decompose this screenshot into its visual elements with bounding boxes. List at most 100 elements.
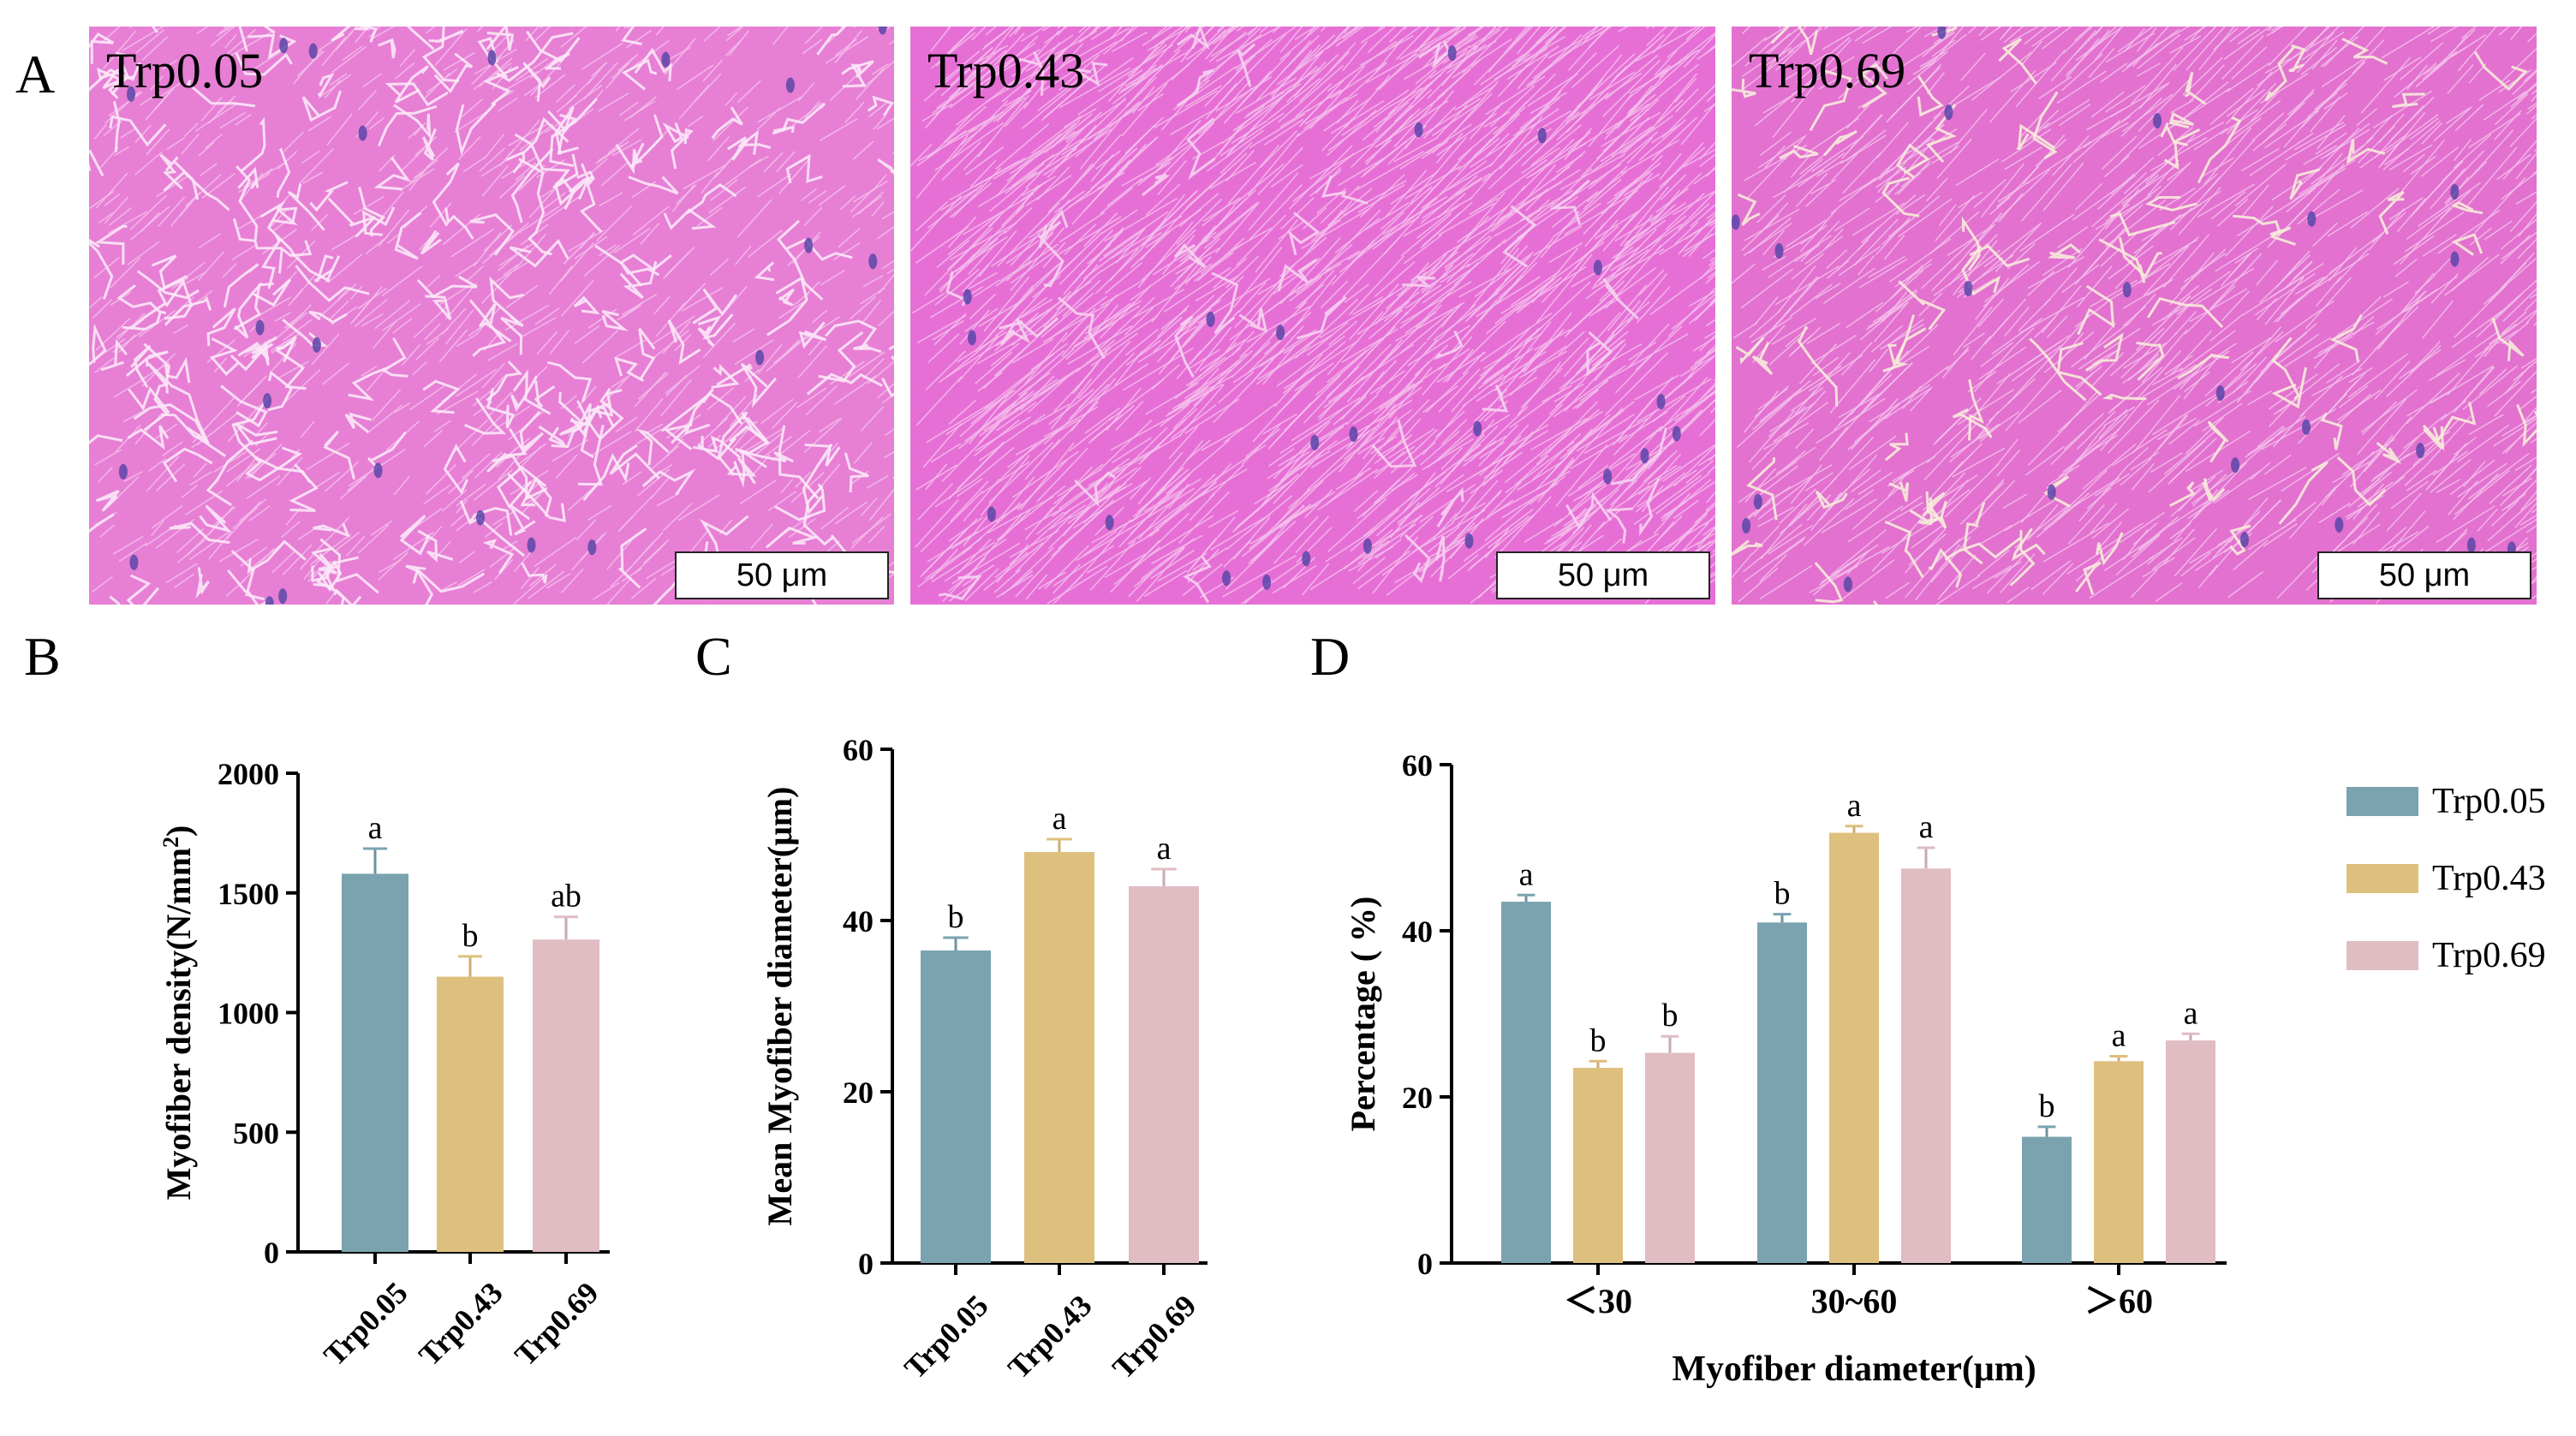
fiber-line — [1594, 343, 1627, 382]
fiber-line — [1673, 444, 1715, 487]
fiber-line — [1260, 130, 1298, 169]
fiber-line — [394, 62, 415, 80]
crack — [2084, 332, 2124, 372]
fiber-line — [455, 499, 468, 514]
fiber-line — [595, 140, 629, 164]
fiber-line — [1790, 386, 1824, 412]
fiber-line — [1566, 401, 1635, 452]
fiber-line — [1345, 393, 1379, 426]
fiber-line — [1679, 354, 1715, 378]
nucleus — [1656, 394, 1666, 410]
fiber-line — [335, 27, 358, 51]
fiber-line — [996, 402, 1037, 432]
crack — [385, 82, 449, 107]
fiber-line — [1025, 175, 1072, 206]
fiber-line — [850, 516, 884, 549]
fiber-line — [2454, 283, 2508, 338]
fiber-line — [708, 186, 747, 214]
fiber-line — [399, 49, 416, 67]
nucleus — [1222, 570, 1231, 587]
x-tick-label: 30~60 — [1811, 1282, 1898, 1320]
histology-image — [1732, 27, 2537, 605]
fiber-line — [1651, 116, 1698, 161]
crack — [1925, 491, 1942, 524]
fiber-line — [518, 164, 546, 191]
fiber-line — [1783, 158, 1823, 194]
fiber-line — [1870, 325, 1904, 353]
fiber-line — [1194, 252, 1234, 283]
fiber-line — [1748, 410, 1796, 463]
fiber-line — [1690, 349, 1715, 370]
fiber-line — [2060, 53, 2103, 92]
crack — [232, 217, 282, 250]
fiber-line — [2187, 489, 2230, 520]
fiber-line — [1473, 27, 1534, 86]
fiber-line — [1567, 480, 1604, 515]
fiber-line — [2132, 522, 2158, 545]
fiber-line — [941, 141, 981, 182]
nucleus — [2450, 251, 2460, 267]
fiber-line — [2494, 92, 2529, 126]
fiber-line — [146, 456, 180, 492]
fiber-line — [778, 301, 806, 319]
fiber-line — [1388, 87, 1423, 108]
fiber-line — [876, 226, 894, 240]
fiber-line — [1627, 323, 1670, 368]
crack — [1610, 427, 1668, 486]
fiber-line — [2074, 182, 2103, 211]
fiber-line — [2316, 115, 2346, 150]
fiber-line — [911, 292, 945, 314]
crack — [233, 282, 274, 331]
fiber-line — [2090, 434, 2119, 452]
fiber-line — [1297, 263, 1342, 289]
fiber-line — [1559, 153, 1625, 191]
fiber-line — [1926, 418, 1976, 463]
fiber-line — [2249, 132, 2314, 176]
crack — [601, 309, 629, 331]
fiber-line — [2096, 521, 2123, 551]
fiber-line — [1249, 113, 1306, 149]
fiber-line — [1297, 269, 1335, 309]
fiber-line — [1248, 133, 1300, 196]
fiber-line — [1464, 435, 1506, 462]
fiber-line — [2013, 327, 2035, 347]
nucleus — [2122, 282, 2132, 298]
fiber-line — [2168, 420, 2200, 445]
fiber-line — [392, 318, 413, 334]
fiber-line — [1854, 27, 1878, 42]
fiber-line — [1375, 45, 1431, 91]
fiber-line — [1028, 377, 1068, 414]
fiber-line — [725, 419, 748, 443]
fiber-line — [797, 82, 815, 102]
fiber-line — [1321, 209, 1381, 271]
fiber-line — [1933, 85, 1970, 120]
fiber-line — [1523, 128, 1552, 147]
legend-label: Trp0.43 — [2432, 859, 2546, 898]
fiber-line — [1479, 435, 1522, 477]
fiber-line — [1978, 27, 1989, 36]
fiber-line — [1967, 27, 1977, 34]
fiber-line — [159, 81, 182, 98]
fiber-line — [1524, 518, 1564, 543]
fiber-line — [863, 60, 894, 88]
crack — [806, 372, 883, 396]
fiber-line — [1816, 159, 1845, 177]
fiber-line — [2517, 395, 2537, 412]
fiber-line — [1473, 27, 1497, 51]
fiber-line — [702, 59, 724, 82]
fiber-line — [1576, 376, 1612, 409]
fiber-line — [1683, 33, 1715, 69]
fiber-line — [2209, 313, 2244, 343]
fiber-line — [1593, 235, 1635, 287]
nucleus — [755, 349, 765, 366]
crack — [277, 240, 313, 274]
fiber-line — [1196, 198, 1247, 247]
fiber-line — [479, 147, 506, 172]
fiber-line — [2138, 63, 2177, 110]
y-axis-label-suffix: ) — [159, 825, 198, 837]
crack — [509, 238, 569, 268]
fiber-line — [1851, 469, 1881, 493]
fiber-line — [114, 146, 130, 157]
fiber-line — [852, 140, 874, 161]
crack — [699, 515, 749, 565]
